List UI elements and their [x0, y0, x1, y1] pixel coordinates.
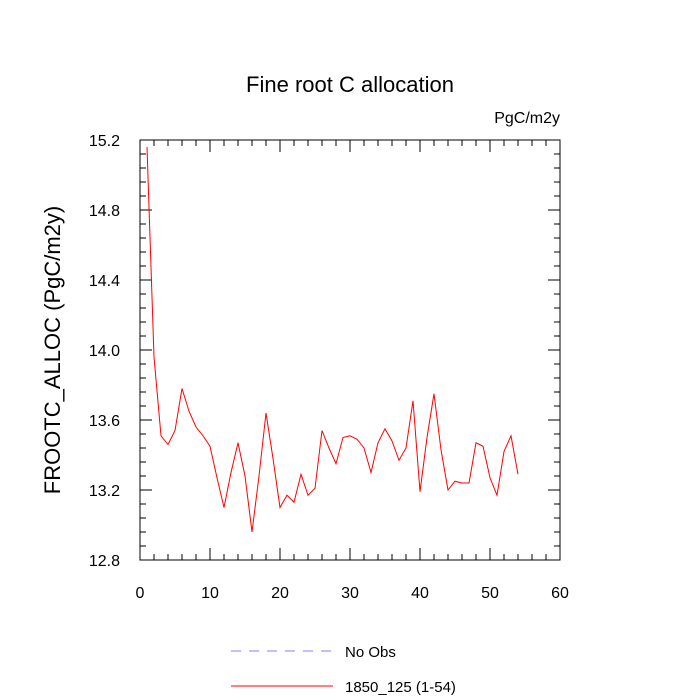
tick-labels: 0 10 20 30 40 50 60 12.8 13.2 13.6 14.0 14.4 14.8 15.…: [89, 133, 569, 602]
x-tick-label: 50: [481, 585, 499, 602]
legend-label: 1850_125 (1-54): [345, 679, 456, 696]
units-label: PgC/m2y: [494, 110, 560, 127]
x-tick-label: 30: [341, 585, 359, 602]
plot-frame: [139, 139, 561, 561]
x-tick-label: 60: [551, 585, 569, 602]
x-tick-label: 10: [201, 585, 219, 602]
chart-title: Fine root C allocation: [246, 72, 454, 97]
legend: No Obs 1850_125 (1-54): [231, 644, 456, 696]
x-tick-label: 0: [136, 585, 145, 602]
y-tick-label: 13.2: [89, 483, 120, 500]
y-tick-label: 14.4: [89, 273, 120, 290]
y-axis-label: FROOTC_ALLOC (PgC/m2y): [40, 206, 65, 495]
x-tick-label: 20: [271, 585, 289, 602]
legend-label: No Obs: [345, 644, 396, 661]
y-tick-label: 15.2: [89, 133, 120, 150]
y-tick-label: 14.8: [89, 203, 120, 220]
x-tick-label: 40: [411, 585, 429, 602]
axis-ticks: [139, 139, 561, 561]
y-tick-label: 14.0: [89, 343, 120, 360]
y-tick-label: 12.8: [89, 553, 120, 570]
series-line: [146, 146, 519, 533]
series-group: [146, 146, 519, 533]
y-tick-label: 13.6: [89, 413, 120, 430]
